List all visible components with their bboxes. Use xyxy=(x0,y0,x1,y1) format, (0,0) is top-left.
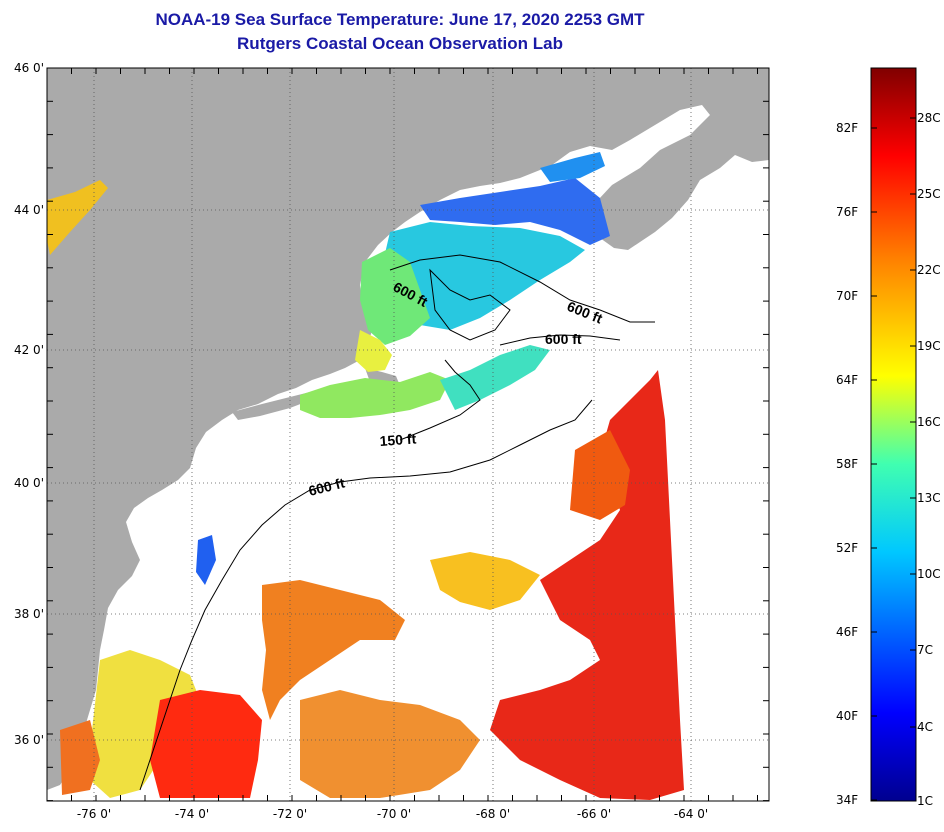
contour-600ft-gulf-of-maine xyxy=(389,254,655,323)
contour-600ft-shelf-break xyxy=(139,399,593,791)
sst-gulf-of-maine-cold xyxy=(420,178,610,245)
colorbar-c-label: 25C xyxy=(917,187,941,201)
lat-tick-label: 42 0' xyxy=(14,343,44,357)
lon-tick-label: -68 0' xyxy=(476,807,510,821)
colorbar-f-label: 58F xyxy=(836,457,859,471)
sst-shelf-yellow-south xyxy=(90,650,200,798)
colorbar-f-label: 52F xyxy=(836,541,859,555)
colorbar xyxy=(870,67,917,802)
colorbar-c-label: 19C xyxy=(917,339,941,353)
colorbar-c-label: 10C xyxy=(917,567,941,581)
lon-tick-label: -66 0' xyxy=(577,807,611,821)
sst-cape-yellow xyxy=(355,330,392,372)
map-title: NOAA-19 Sea Surface Temperature: June 17… xyxy=(155,10,645,29)
contour-150ft xyxy=(399,359,481,441)
sst-bay-of-fundy xyxy=(540,152,605,182)
sst-offshore-orange xyxy=(300,690,480,798)
contour-label-3: 600 ft xyxy=(545,331,582,347)
contour-label-4: 150 ft xyxy=(379,430,417,449)
colorbar-f-label: 46F xyxy=(836,625,859,639)
map-subtitle: Rutgers Coastal Ocean Observation Lab xyxy=(237,34,563,53)
land-nova-scotia xyxy=(600,130,740,240)
lat-tick-label: 44 0' xyxy=(14,203,44,217)
lat-tick-label: 46 0' xyxy=(14,61,44,75)
colorbar-c-label: 4C xyxy=(917,720,934,734)
colorbar-c-label: 16C xyxy=(917,415,941,429)
colorbar-c-label: 28C xyxy=(917,111,941,125)
lon-tick-label: -74 0' xyxy=(175,807,209,821)
sst-delaware-blue xyxy=(196,535,216,585)
map-content xyxy=(47,68,769,800)
sst-gulf-of-maine-cool xyxy=(380,222,585,330)
colorbar-ticks xyxy=(871,117,916,802)
land-north-america xyxy=(47,68,769,790)
lat-tick-label: 40 0' xyxy=(14,476,44,490)
lat-tick-label: 38 0' xyxy=(14,607,44,621)
colorbar-f-label: 34F xyxy=(836,793,859,807)
contour-600ft-georges xyxy=(499,334,621,346)
sst-hatteras-red xyxy=(150,690,262,798)
sst-southern-new-england xyxy=(300,372,450,418)
colorbar-c-label: 1C xyxy=(917,794,934,808)
colorbar-c-label: 7C xyxy=(917,643,934,657)
land-long-island xyxy=(232,390,318,420)
sst-offshore-yellow xyxy=(430,552,540,610)
colorbar-c-label: 22C xyxy=(917,263,941,277)
colorbar-f-label: 76F xyxy=(836,205,859,219)
contour-gulf-basin xyxy=(429,268,511,341)
colorbar-c-label: 13C xyxy=(917,491,941,505)
colorbar-f-label: 82F xyxy=(836,121,859,135)
lon-tick-label: -72 0' xyxy=(273,807,307,821)
lon-tick-label: -70 0' xyxy=(377,807,411,821)
colorbar-f-label: 40F xyxy=(836,709,859,723)
colorbar-f-label: 70F xyxy=(836,289,859,303)
sst-gulf-stream-east xyxy=(490,370,684,800)
lon-tick-label: -64 0' xyxy=(674,807,708,821)
sst-georges-bank xyxy=(440,345,550,410)
sst-chesapeake-orange xyxy=(60,720,100,795)
lon-tick-label: -76 0' xyxy=(77,807,111,821)
colorbar-f-label: 64F xyxy=(836,373,859,387)
isobath-contours xyxy=(139,254,655,791)
sst-mid-atlantic-orange xyxy=(262,580,405,720)
sst-gulf-of-maine-mid xyxy=(360,248,430,345)
sst-warm-orange-east xyxy=(570,430,630,520)
lat-tick-label: 36 0' xyxy=(14,733,44,747)
sst-lake-ontario xyxy=(47,180,108,255)
map-axes: 46 0' 44 0' 42 0' 40 0' 38 0' 36 0' -76 0' -74 … xyxy=(14,61,769,821)
